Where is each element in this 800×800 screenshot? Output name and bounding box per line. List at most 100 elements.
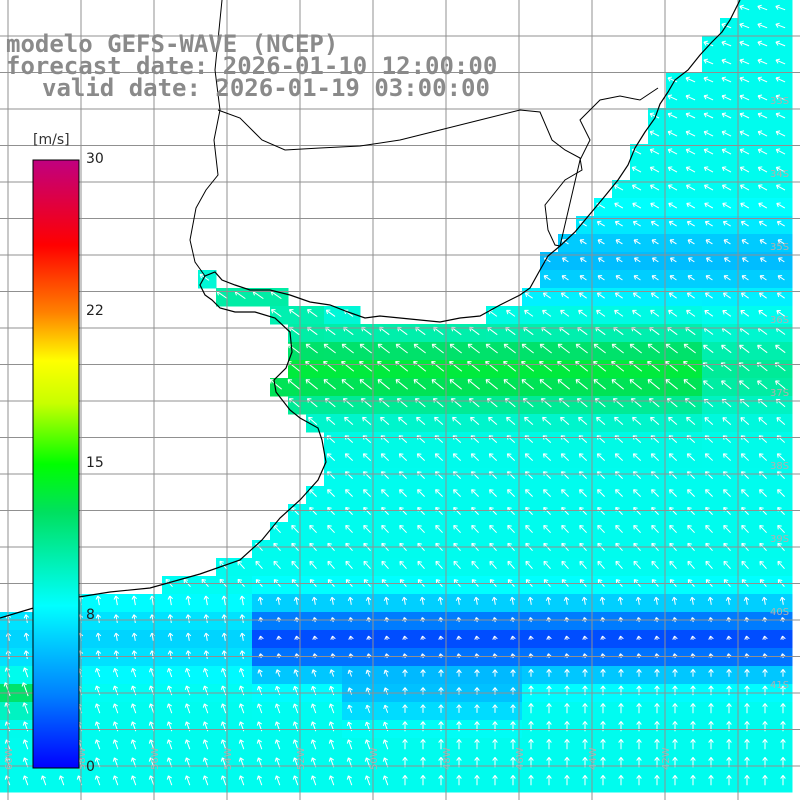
wind-arrow xyxy=(672,669,678,677)
wind-arrow xyxy=(722,310,732,317)
wind-arrow xyxy=(220,775,227,786)
wind-arrow xyxy=(525,489,533,497)
wind-arrow xyxy=(528,703,534,714)
wind-arrow xyxy=(309,524,317,534)
wind-arrow xyxy=(775,166,786,173)
wind-arrow xyxy=(346,775,353,786)
wind-arrow xyxy=(667,130,678,137)
wind-arrow xyxy=(776,220,785,227)
wind-arrow xyxy=(665,343,678,354)
wind-arrow xyxy=(431,343,444,354)
wind-arrow xyxy=(202,703,209,714)
wind-arrow xyxy=(686,309,696,317)
wind-arrow xyxy=(579,560,587,570)
wind-arrow xyxy=(654,685,660,696)
wind-arrow xyxy=(471,524,479,534)
wind-arrow xyxy=(654,669,660,677)
wind-arrow xyxy=(274,775,281,786)
wind-arrow xyxy=(256,685,263,696)
wind-arrow xyxy=(703,344,714,354)
wind-arrow xyxy=(382,775,389,786)
wind-arrow xyxy=(687,560,695,570)
wind-arrow xyxy=(113,632,120,641)
wind-arrow xyxy=(739,344,750,354)
wind-arrow xyxy=(325,309,336,317)
wind-arrow xyxy=(780,775,786,786)
wind-arrow xyxy=(705,275,713,281)
wind-arrow xyxy=(470,453,480,461)
wind-arrow xyxy=(346,739,353,750)
wind-arrow xyxy=(744,703,750,714)
wind-arrow xyxy=(341,379,354,390)
wind-arrow xyxy=(653,596,660,605)
wind-arrow xyxy=(435,489,443,497)
wind-arrow xyxy=(184,685,191,696)
wind-arrow xyxy=(650,453,660,461)
wind-arrow xyxy=(310,775,317,786)
colorbar-tick-30: 30 xyxy=(86,151,104,167)
wind-arrow xyxy=(775,380,786,390)
wind-arrow xyxy=(289,309,300,318)
wind-arrow xyxy=(95,614,102,623)
wind-arrow xyxy=(596,416,606,426)
wind-arrow xyxy=(456,739,462,750)
wind-arrow xyxy=(669,560,677,570)
wind-arrow xyxy=(256,775,263,786)
wind-arrow xyxy=(546,775,552,786)
wind-arrow xyxy=(762,739,768,750)
wind-arrow xyxy=(726,635,732,640)
country-border xyxy=(189,0,659,277)
wind-arrow xyxy=(703,76,714,83)
wind-arrow xyxy=(757,130,768,137)
lat-label: 39S xyxy=(770,534,789,545)
wind-arrow xyxy=(759,560,767,570)
wind-arrow xyxy=(420,635,426,640)
wind-arrow xyxy=(707,596,714,605)
wind-arrow xyxy=(581,596,588,605)
wind-arrow xyxy=(685,112,696,119)
wind-arrow xyxy=(524,453,534,461)
lon-label: 50W xyxy=(369,747,380,770)
wind-arrow xyxy=(652,257,659,263)
wind-arrow xyxy=(739,94,750,101)
wind-arrow xyxy=(528,669,534,677)
wind-arrow xyxy=(113,595,119,606)
wind-arrow xyxy=(723,524,731,534)
wind-arrow xyxy=(431,379,444,390)
wind-arrow xyxy=(575,343,588,354)
wind-arrow xyxy=(148,685,155,696)
wind-arrow xyxy=(611,343,624,354)
wind-arrow xyxy=(757,148,768,155)
wind-arrow xyxy=(257,669,263,677)
wind-arrow xyxy=(632,220,641,227)
wind-arrow xyxy=(344,416,354,426)
wind-arrow xyxy=(686,220,695,227)
wind-arrow xyxy=(703,148,714,155)
wind-arrow xyxy=(221,650,228,659)
wind-arrow xyxy=(740,310,750,317)
wind-arrow xyxy=(651,239,659,245)
wind-arrow xyxy=(485,343,498,354)
wind-arrow xyxy=(708,775,714,786)
wind-arrow xyxy=(383,704,389,713)
wind-arrow xyxy=(597,239,605,245)
wind-arrow xyxy=(669,524,677,534)
wind-arrow xyxy=(363,560,371,570)
wind-arrow xyxy=(636,685,642,696)
wind-arrow xyxy=(506,453,516,461)
wind-arrow xyxy=(597,524,605,534)
wind-arrow xyxy=(453,524,461,534)
wind-arrow xyxy=(685,94,696,101)
wind-arrow xyxy=(564,635,570,640)
wind-arrow xyxy=(741,524,749,534)
wind-arrow xyxy=(705,489,713,497)
wind-arrow xyxy=(382,739,389,750)
wind-arrow xyxy=(708,685,714,696)
wind-arrow xyxy=(633,275,641,281)
wind-arrow xyxy=(596,292,605,299)
wind-arrow xyxy=(348,635,354,640)
wind-arrow xyxy=(419,596,426,605)
lon-label: 56W xyxy=(150,747,161,770)
wind-arrow xyxy=(739,148,750,155)
